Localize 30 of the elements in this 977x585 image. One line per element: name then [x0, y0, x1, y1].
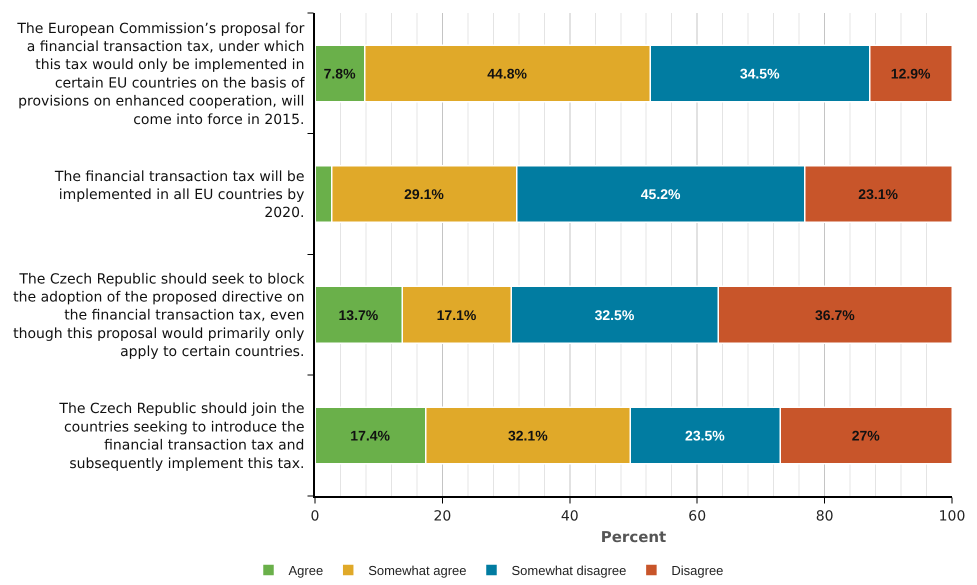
x-tick-label: 20: [433, 508, 452, 524]
data-label: 7.8%: [324, 65, 356, 82]
data-label: 44.8%: [487, 65, 528, 82]
data-label: 17.1%: [436, 306, 477, 323]
y-tick-label: The Czech Republic should seek to block the adoption of the proposed directive on the financial transaction tax, even though this proposal would primarily only apply to certain countries.: [13, 271, 306, 360]
legend-label: Agree: [288, 563, 324, 578]
data-label: 36.7%: [814, 306, 856, 323]
data-label: 29.1%: [404, 186, 444, 202]
data-label: 45.2%: [640, 186, 682, 202]
x-tick-label: 100: [938, 508, 966, 524]
data-label: 17.4%: [350, 428, 391, 444]
data-label: 23.5%: [685, 428, 726, 444]
data-label: 13.7%: [338, 306, 379, 323]
legend-label: Somewhat disagree: [511, 563, 626, 578]
data-label: 32.5%: [594, 306, 635, 323]
y-tick-label: The Czech Republic should join the countries seeking to introduce the financial transaction tax and subsequently implement this tax.: [58, 401, 304, 472]
data-label: 12.9%: [890, 65, 932, 82]
data-label: 23.1%: [858, 186, 899, 202]
legend-label: Somewhat agree: [368, 563, 466, 578]
legend-label: Disagree: [671, 563, 724, 578]
y-tick-label: The financial transaction tax will be implemented in all EU countries by 2020.: [54, 168, 304, 222]
y-tick-label: The European Commission’s proposal for a financial transaction tax, under which this tax would only be implemented in certain EU countries on the basis of provisions on enhanced cooperation, will come into force in 2015.: [16, 20, 306, 128]
x-tick-label: 40: [560, 508, 579, 524]
x-tick-label: 80: [816, 508, 834, 524]
x-tick-label: 60: [688, 508, 706, 524]
data-label: 34.5%: [740, 65, 780, 82]
data-label: 27%: [852, 428, 880, 444]
x-tick-label: 0: [310, 508, 320, 524]
data-label: 32.1%: [508, 428, 548, 444]
x-axis-title: Percent: [600, 528, 666, 546]
